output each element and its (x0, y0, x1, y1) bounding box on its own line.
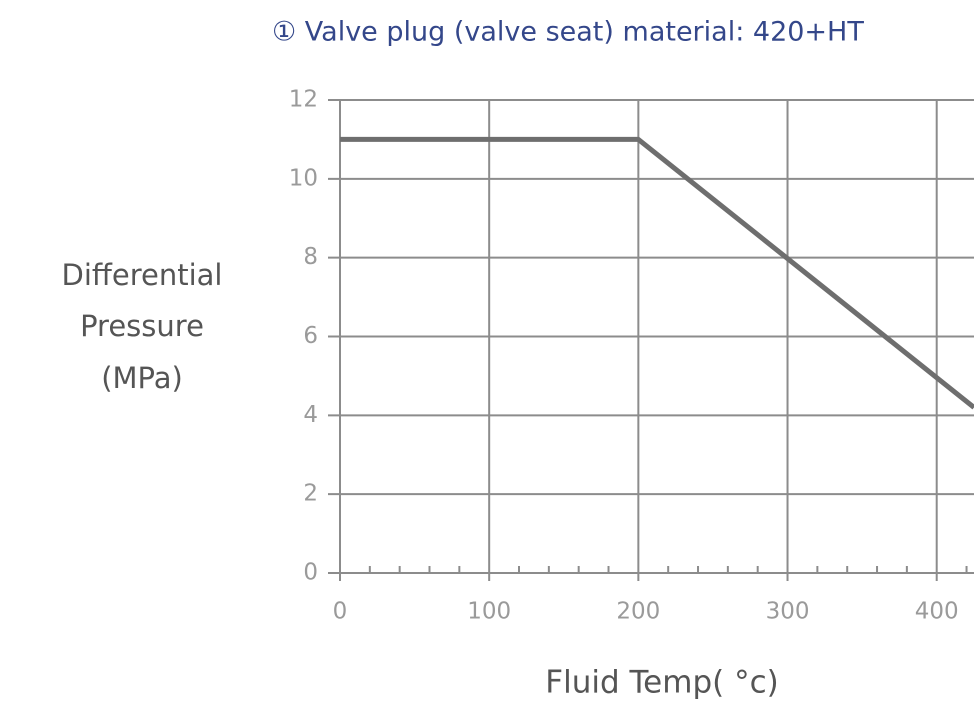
y-tick-label: 6 (303, 323, 318, 349)
x-tick-label: 300 (766, 599, 810, 625)
x-tick-label: 200 (616, 599, 660, 625)
y-tick-label: 12 (289, 87, 318, 113)
x-axis-label: Fluid Temp( °c) (545, 665, 778, 701)
y-tick-label: 10 (289, 165, 318, 191)
chart-title: ① Valve plug (valve seat) material: 420+… (272, 17, 864, 48)
y-tick-label: 2 (303, 481, 318, 507)
y-tick-label: 4 (303, 402, 318, 428)
y-axis-label: (MPa) (101, 361, 183, 395)
x-tick-label: 100 (467, 599, 511, 625)
y-tick-label: 8 (303, 244, 318, 270)
x-tick-label: 400 (915, 599, 959, 625)
y-tick-label: 0 (303, 560, 318, 586)
data-line (340, 136, 974, 410)
y-axis-label: Pressure (80, 309, 204, 343)
x-tick-label: 0 (333, 599, 348, 625)
y-axis-label: Differential (62, 258, 223, 292)
